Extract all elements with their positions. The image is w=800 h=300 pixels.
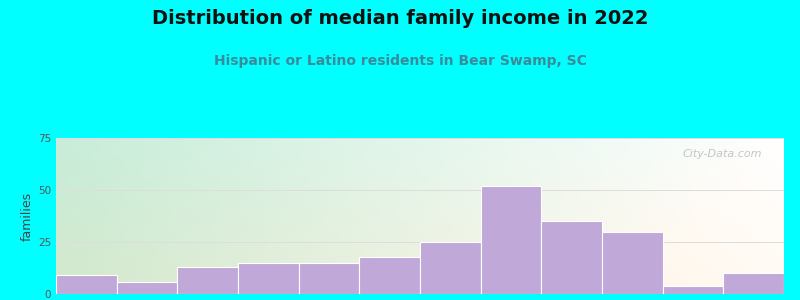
Bar xyxy=(723,273,784,294)
Bar xyxy=(56,275,117,294)
Text: City-Data.com: City-Data.com xyxy=(682,149,762,159)
Bar xyxy=(542,221,602,294)
Bar xyxy=(298,263,359,294)
Bar xyxy=(238,263,298,294)
Bar xyxy=(481,186,542,294)
Bar xyxy=(420,242,481,294)
Bar xyxy=(602,232,662,294)
Y-axis label: families: families xyxy=(21,191,34,241)
Text: Hispanic or Latino residents in Bear Swamp, SC: Hispanic or Latino residents in Bear Swa… xyxy=(214,54,586,68)
Bar xyxy=(178,267,238,294)
Text: Distribution of median family income in 2022: Distribution of median family income in … xyxy=(152,9,648,28)
Bar xyxy=(662,286,723,294)
Bar xyxy=(359,256,420,294)
Bar xyxy=(117,281,178,294)
